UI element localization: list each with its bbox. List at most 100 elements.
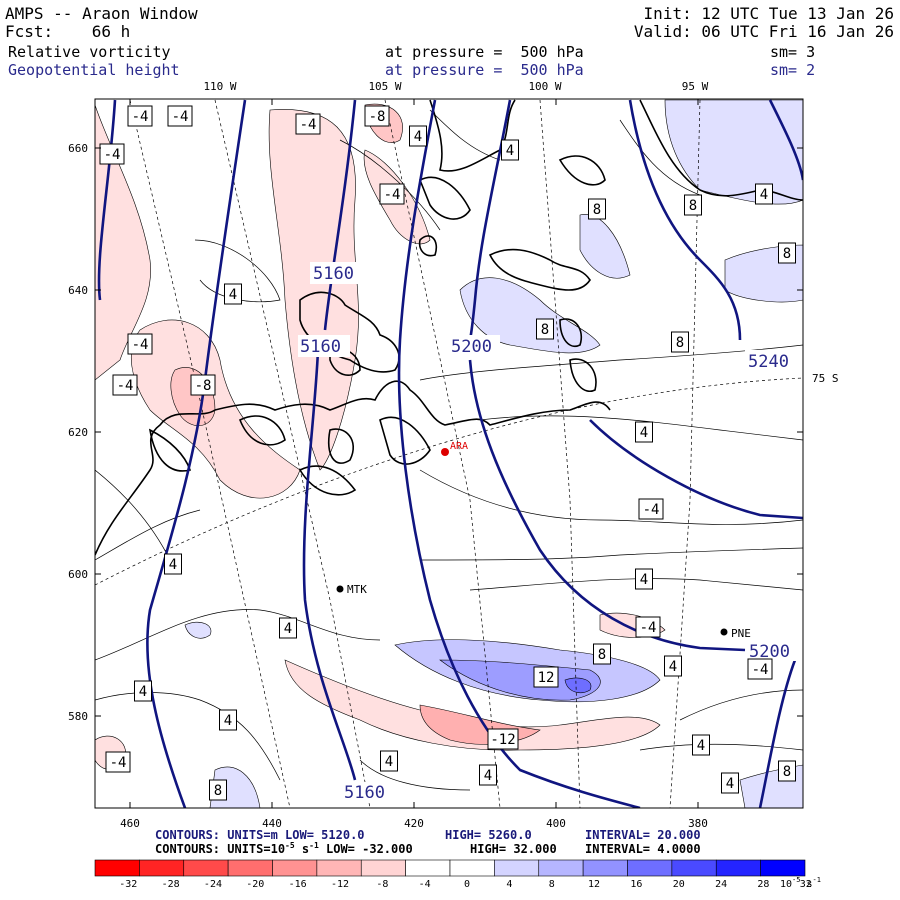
colorbar-tick-label: 16 bbox=[630, 879, 642, 890]
vorticity-label: 4 bbox=[501, 139, 519, 161]
vorticity-label: 8 bbox=[684, 194, 702, 216]
vorticity-label: -4 bbox=[379, 183, 405, 205]
vorticity-label: 4 bbox=[635, 421, 653, 443]
vorticity-colorbar: -32 -28 -24 -20 -16 -12 -8 -4 0 4 8 12 16 20 24 28 32 bbox=[94, 859, 812, 890]
colorbar-tick-label: -4 bbox=[419, 879, 431, 890]
model-title: AMPS -- Araon Window bbox=[5, 4, 198, 23]
colorbar-tick-label: -20 bbox=[246, 879, 264, 890]
vorticity-label: 4 bbox=[380, 750, 398, 772]
init-time: Init: 12 UTC Tue 13 Jan 26 bbox=[643, 4, 894, 23]
vorticity-label: 8 bbox=[671, 331, 689, 353]
field2-pressure: at pressure = 500 hPa bbox=[385, 61, 584, 79]
vorticity-label: -4 bbox=[635, 616, 661, 638]
svg-text:4: 4 bbox=[669, 659, 677, 675]
vorticity-label: -4 bbox=[638, 498, 664, 520]
vorticity-label: 8 bbox=[588, 198, 606, 220]
colorbar-tick-label: -12 bbox=[331, 879, 349, 890]
height-contour-interval: INTERVAL= 20.000 bbox=[585, 828, 701, 842]
colorbar-swatch bbox=[272, 859, 318, 877]
geopotential-contours bbox=[97, 99, 803, 808]
vorticity-label: -12 bbox=[487, 728, 519, 750]
colorbar-tick-label: 20 bbox=[673, 879, 685, 890]
colorbar-tick-label: -8 bbox=[376, 879, 388, 890]
svg-text:4: 4 bbox=[385, 754, 393, 770]
colorbar-swatch bbox=[582, 859, 628, 877]
vorticity-contour-info: CONTOURS: UNITS=10-5 s-1 LOW= -32.000 bbox=[155, 841, 413, 856]
field2-smoothing: sm= 2 bbox=[770, 61, 816, 79]
svg-text:-4: -4 bbox=[300, 117, 317, 133]
vorticity-label: 4 bbox=[409, 125, 427, 147]
svg-text:8: 8 bbox=[598, 647, 606, 663]
vorticity-contours bbox=[95, 109, 803, 791]
vorticity-label: -4 bbox=[167, 105, 193, 127]
colorbar-tick-label: -16 bbox=[289, 879, 307, 890]
svg-text:4: 4 bbox=[414, 129, 422, 145]
vorticity-contour-high: HIGH= 32.000 bbox=[470, 842, 557, 856]
height-contour-high: HIGH= 5260.0 bbox=[445, 828, 532, 842]
colorbar-tick-label: 0 bbox=[464, 879, 470, 890]
svg-text:-12: -12 bbox=[490, 732, 515, 748]
vorticity-label: 4 bbox=[224, 283, 242, 305]
stations: ARA MTK PNE bbox=[336, 441, 751, 640]
svg-text:-4: -4 bbox=[752, 662, 769, 678]
field1-pressure: at pressure = 500 hPa bbox=[385, 43, 584, 61]
colorbar-tick-label: 4 bbox=[506, 879, 512, 890]
station-marker-ara bbox=[441, 448, 449, 456]
vorticity-label: -4 bbox=[105, 751, 131, 773]
svg-text:4: 4 bbox=[640, 425, 648, 441]
x-axis: 460 440 420 400 380 bbox=[120, 99, 708, 830]
svg-text:4: 4 bbox=[229, 287, 237, 303]
vorticity-label: -4 bbox=[99, 143, 125, 165]
svg-text:4: 4 bbox=[726, 776, 734, 792]
y-tick-label: 580 bbox=[68, 710, 88, 723]
svg-text:4: 4 bbox=[139, 684, 147, 700]
svg-text:4: 4 bbox=[506, 143, 514, 159]
vorticity-labels: -4 -4 -4 -8 -4 -4 8 4 8 8 4 -4 -8 -4 4 8 8 4 4 -4 4 4 4 -4 8 4 12 -… bbox=[99, 105, 796, 801]
lat-label-75s: 75 S bbox=[812, 372, 839, 385]
vorticity-label: 4 bbox=[219, 709, 237, 731]
valid-time: Valid: 06 UTC Fri 16 Jan 26 bbox=[633, 22, 894, 41]
lon-label-95w: 95 W bbox=[682, 80, 709, 93]
vorticity-label: 4 bbox=[134, 680, 152, 702]
vorticity-label: -8 bbox=[190, 374, 216, 396]
colorbar-swatch bbox=[760, 859, 806, 877]
vorticity-label: 4 bbox=[279, 617, 297, 639]
vorticity-label: -4 bbox=[127, 333, 153, 355]
station-label-mtk: MTK bbox=[347, 583, 367, 596]
colorbar-tick-label: -24 bbox=[204, 879, 222, 890]
field1-name: Relative vorticity bbox=[8, 43, 171, 61]
svg-text:8: 8 bbox=[214, 783, 222, 799]
colorbar-tick-label: 32 bbox=[800, 879, 812, 890]
height-contour-info: CONTOURS: UNITS=m LOW= 5120.0 bbox=[155, 828, 365, 842]
svg-text:4: 4 bbox=[224, 713, 232, 729]
svg-text:-8: -8 bbox=[369, 109, 386, 125]
colorbar-swatch bbox=[627, 859, 673, 877]
svg-text:4: 4 bbox=[760, 187, 768, 203]
vorticity-label: -4 bbox=[112, 374, 138, 396]
vorticity-label: -4 bbox=[127, 105, 153, 127]
vorticity-label: 4 bbox=[692, 734, 710, 756]
colorbar-swatch bbox=[538, 859, 584, 877]
height-label-5160: 5160 bbox=[344, 783, 385, 803]
height-label-5240: 5240 bbox=[748, 352, 789, 372]
y-tick-label: 660 bbox=[68, 142, 88, 155]
station-label-ara: ARA bbox=[450, 441, 468, 452]
vorticity-label: 8 bbox=[536, 318, 554, 340]
colorbar-swatch bbox=[671, 859, 717, 877]
svg-text:-4: -4 bbox=[640, 620, 657, 636]
colorbar-swatch bbox=[316, 859, 362, 877]
svg-text:-4: -4 bbox=[104, 147, 121, 163]
x-tick-label: 400 bbox=[546, 817, 566, 830]
x-tick-label: 380 bbox=[688, 817, 708, 830]
y-tick-label: 620 bbox=[68, 426, 88, 439]
x-tick-label: 460 bbox=[120, 817, 140, 830]
vorticity-contour-interval: INTERVAL= 4.0000 bbox=[585, 842, 701, 856]
svg-text:4: 4 bbox=[169, 557, 177, 573]
svg-text:4: 4 bbox=[640, 572, 648, 588]
colorbar-tick-label: -28 bbox=[162, 879, 180, 890]
colorbar-unit: 10-5 s-1 bbox=[780, 876, 821, 890]
svg-text:-4: -4 bbox=[110, 755, 127, 771]
height-label-5160: 5160 bbox=[300, 337, 341, 357]
lon-label-105w: 105 W bbox=[368, 80, 401, 93]
